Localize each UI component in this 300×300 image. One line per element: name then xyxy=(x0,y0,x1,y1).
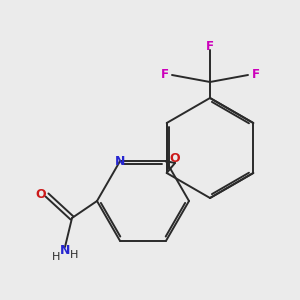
Text: O: O xyxy=(36,188,46,202)
Text: N: N xyxy=(60,244,70,256)
Text: F: F xyxy=(160,68,169,82)
Text: O: O xyxy=(170,152,180,165)
Text: F: F xyxy=(206,40,214,53)
Text: H: H xyxy=(70,250,78,260)
Text: H: H xyxy=(52,253,60,262)
Text: N: N xyxy=(115,155,125,168)
Text: F: F xyxy=(251,68,260,82)
